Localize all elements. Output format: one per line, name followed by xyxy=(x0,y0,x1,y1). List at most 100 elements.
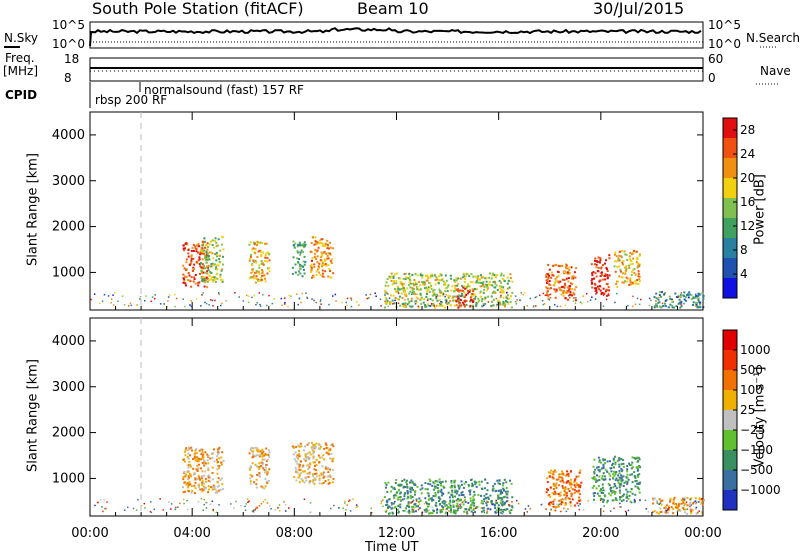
echo-cell xyxy=(694,305,697,307)
echo-cell xyxy=(214,253,217,256)
echo-cell xyxy=(265,460,268,462)
echo-cell xyxy=(435,276,438,279)
echo-cell xyxy=(202,280,204,283)
echo-cell xyxy=(417,306,420,309)
echo-cell xyxy=(258,466,261,469)
echo-cell xyxy=(436,278,439,281)
echo-cell xyxy=(304,470,306,473)
echo-cell xyxy=(409,490,412,493)
echo-cell xyxy=(188,490,190,493)
echo-cell xyxy=(607,286,610,289)
echo-cell xyxy=(623,481,626,484)
echo-cell xyxy=(217,264,220,267)
echo-cell xyxy=(192,250,195,252)
echo-cell xyxy=(203,285,206,288)
echo-cell xyxy=(445,300,448,302)
echo-cell xyxy=(190,250,193,252)
echo-cell xyxy=(562,472,564,475)
xtick-label: 20:00 xyxy=(582,526,619,541)
echo-cell xyxy=(489,283,492,286)
echo-cell xyxy=(212,486,215,489)
echo-cell xyxy=(411,486,413,489)
echo-cell xyxy=(386,299,389,302)
echo-cell xyxy=(249,465,252,468)
echo-cell xyxy=(355,506,358,509)
echo-cell xyxy=(398,288,401,291)
echo-cell xyxy=(430,304,433,307)
echo-cell xyxy=(370,507,372,510)
echo-cell xyxy=(619,268,622,271)
echo-cell xyxy=(529,297,532,300)
echo-cell xyxy=(167,300,169,302)
echo-cell xyxy=(499,291,502,294)
echo-cell xyxy=(197,259,200,262)
echo-cell xyxy=(506,301,509,303)
echo-cell xyxy=(473,288,476,291)
echo-cell xyxy=(298,468,301,471)
echo-cell xyxy=(548,268,551,271)
echo-cell xyxy=(475,481,478,484)
echo-cell xyxy=(479,291,482,294)
echo-cell xyxy=(501,509,504,511)
echo-cell xyxy=(570,470,572,473)
echo-cell xyxy=(638,265,641,268)
echo-cell xyxy=(618,485,621,488)
echo-cell xyxy=(280,297,283,300)
echo-cell xyxy=(321,263,324,266)
echo-cell xyxy=(212,484,215,487)
echo-cell xyxy=(417,305,420,308)
echo-cell xyxy=(303,458,306,461)
echo-cell xyxy=(316,241,319,244)
echo-cell xyxy=(622,459,625,461)
echo-cell xyxy=(211,280,214,283)
echo-cell xyxy=(412,506,415,508)
echo-cell xyxy=(399,495,402,498)
echo-cell xyxy=(212,305,214,307)
echo-cell xyxy=(399,498,402,501)
echo-cell xyxy=(311,448,314,451)
echo-cell xyxy=(419,294,422,297)
echo-cell xyxy=(203,266,206,269)
echo-cell xyxy=(264,256,267,259)
echo-cell xyxy=(216,272,219,275)
echo-cell xyxy=(425,295,428,298)
echo-cell xyxy=(143,502,146,505)
echo-cell xyxy=(663,302,666,305)
echo-cell xyxy=(93,293,96,295)
echo-cell xyxy=(387,285,390,288)
echo-cell xyxy=(248,277,251,280)
echo-cell xyxy=(244,509,247,511)
echo-cell xyxy=(299,272,302,275)
echo-cell xyxy=(314,473,316,475)
echo-cell xyxy=(626,259,629,261)
echo-cell xyxy=(624,272,627,275)
echo-cell xyxy=(190,285,193,288)
echo-cell xyxy=(303,498,306,500)
echo-cell xyxy=(482,275,485,278)
echo-cell xyxy=(469,489,472,492)
echo-cell xyxy=(304,445,306,448)
echo-cell xyxy=(175,506,177,509)
echo-cell xyxy=(453,500,456,503)
echo-cell xyxy=(252,455,255,458)
echo-cell xyxy=(436,293,438,296)
echo-cell xyxy=(311,259,313,262)
echo-cell xyxy=(413,503,416,506)
echo-cell xyxy=(604,495,607,498)
echo-cell xyxy=(303,255,306,258)
echo-cell xyxy=(625,276,628,279)
echo-cell xyxy=(632,295,634,298)
echo-cell xyxy=(611,491,613,494)
echo-cell xyxy=(292,256,295,259)
echo-cell xyxy=(506,508,509,511)
echo-cell xyxy=(637,264,640,267)
echo-cell xyxy=(268,259,271,262)
echo-cell xyxy=(672,502,675,505)
echo-cell xyxy=(686,294,688,296)
echo-cell xyxy=(607,289,610,292)
echo-cell xyxy=(222,248,225,251)
echo-cell xyxy=(606,276,609,279)
echo-cell xyxy=(617,481,620,484)
echo-cell xyxy=(680,292,683,294)
echo-cell xyxy=(692,301,695,304)
